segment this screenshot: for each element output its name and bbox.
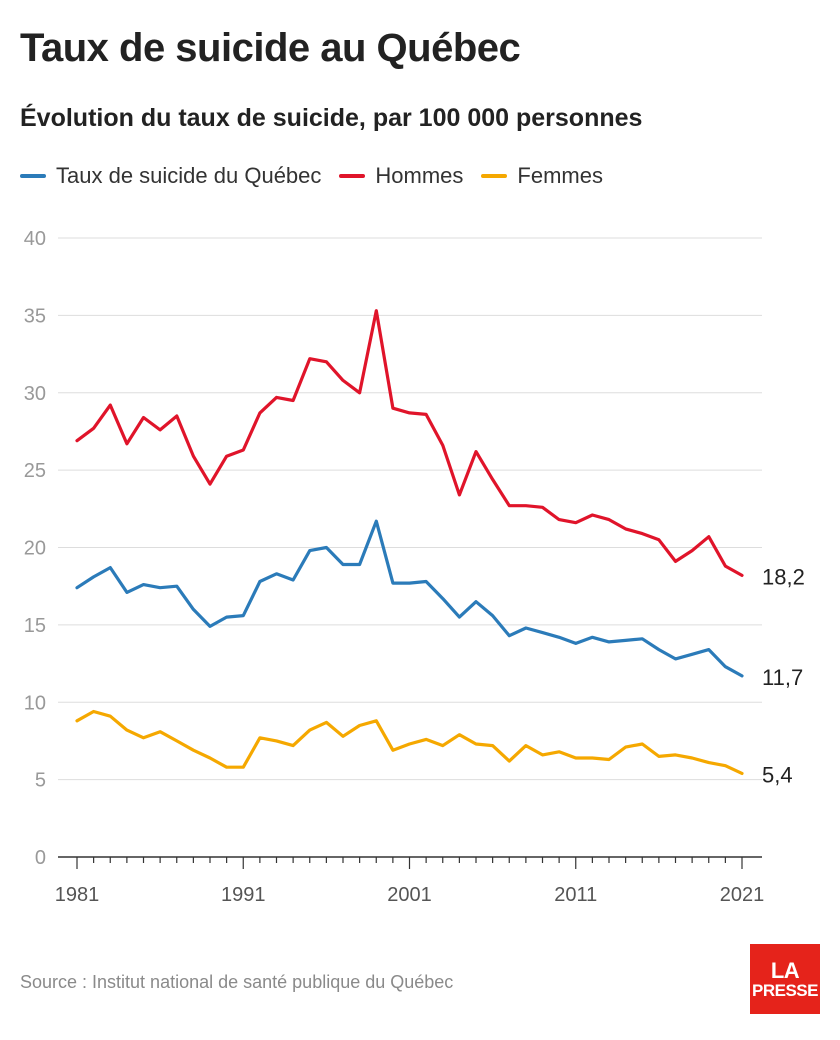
- y-tick-label-15: 15: [24, 615, 46, 637]
- legend-item-hommes: Hommes: [339, 163, 463, 189]
- logo-text-la: LA: [770, 957, 800, 983]
- logo-text-presse: PRESSE: [752, 980, 818, 1000]
- x-tick-label-2011: 2011: [554, 884, 597, 906]
- legend-swatch-quebec: [20, 174, 46, 178]
- la-presse-logo: LA PRESSE: [750, 944, 820, 1014]
- legend-swatch-hommes: [339, 174, 366, 178]
- source-note: Source : Institut national de santé publ…: [20, 972, 454, 992]
- end-value-label-hommes: 18,2: [762, 564, 805, 589]
- chart-title: Taux de suicide au Québec: [20, 26, 521, 70]
- y-tick-label-35: 35: [24, 305, 46, 327]
- y-tick-label-20: 20: [24, 538, 46, 560]
- y-tick-label-5: 5: [35, 770, 46, 792]
- x-tick-label-2021: 2021: [720, 884, 765, 906]
- legend-label-quebec: Taux de suicide du Québec: [56, 163, 322, 188]
- end-value-label-quebec: 11,7: [762, 665, 803, 690]
- series-line-femmes: [75, 709, 744, 776]
- end-value-label-femmes: 5,4: [762, 762, 793, 787]
- y-tick-label-10: 10: [24, 692, 46, 714]
- legend-label-femmes: Femmes: [517, 163, 603, 188]
- legend-item-quebec: Taux de suicide du Québec: [20, 163, 321, 189]
- y-tick-label-40: 40: [24, 228, 46, 250]
- y-tick-label-25: 25: [24, 460, 46, 482]
- legend-swatch-femmes: [481, 174, 508, 178]
- x-tick-label-2001: 2001: [387, 884, 432, 906]
- chart-subtitle: Évolution du taux de suicide, par 100 00…: [20, 104, 643, 132]
- y-tick-label-0: 0: [35, 847, 46, 869]
- legend-item-femmes: Femmes: [481, 163, 603, 189]
- series-line-hommes: [75, 309, 744, 578]
- x-tick-label-1981: 1981: [55, 884, 100, 906]
- legend: Taux de suicide du Québec Hommes Femmes: [20, 163, 621, 189]
- legend-label-hommes: Hommes: [375, 163, 464, 188]
- series-line-quebec: [75, 519, 744, 678]
- y-tick-label-30: 30: [24, 383, 46, 405]
- line-chart: 0 5 10 15 20 25 30 35 40 1981 1991 2001 2011 2021 18,2…: [24, 228, 805, 906]
- x-tick-label-1991: 1991: [221, 884, 266, 906]
